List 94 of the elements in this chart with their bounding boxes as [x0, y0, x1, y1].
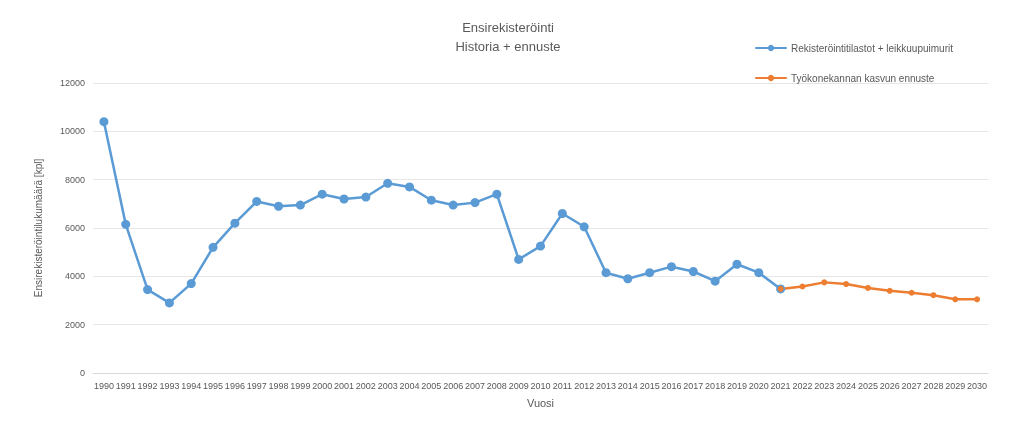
y-tick-label: 12000: [59, 78, 85, 88]
y-tick-label: 10000: [59, 126, 85, 137]
x-tick-label: 2013: [595, 380, 616, 391]
x-axis-title: Vuosi: [526, 396, 555, 409]
point: [974, 296, 981, 303]
point: [99, 117, 109, 127]
point: [492, 189, 502, 199]
x-tick-label: 2028: [923, 380, 944, 391]
y-tick-label: 8000: [64, 174, 85, 185]
y-tick-label: 4000: [64, 271, 85, 282]
point: [579, 222, 589, 232]
x-tick-label: 2022: [792, 380, 813, 391]
x-tick-label: 1999: [290, 380, 311, 391]
point: [426, 195, 436, 205]
point: [821, 279, 828, 286]
x-tick-label: 1997: [246, 380, 267, 391]
chart-subtitle: Historia + ennuste: [455, 39, 561, 54]
x-tick-label: 2004: [399, 380, 420, 391]
x-tick-label: 2018: [705, 380, 726, 391]
x-tick-label: 2016: [661, 380, 682, 391]
point: [317, 189, 327, 199]
point: [952, 296, 959, 303]
point: [361, 192, 371, 202]
x-tick-label: 2009: [508, 380, 529, 391]
x-tick-label: 2020: [748, 380, 769, 391]
y-axis-title: Ensirekisteröintilukumäärä [kpl]: [32, 158, 44, 298]
point: [843, 281, 850, 288]
point: [252, 196, 262, 206]
point: [230, 218, 240, 228]
point: [514, 254, 524, 264]
x-tick-label: 2019: [726, 380, 747, 391]
point: [295, 200, 305, 210]
point: [274, 201, 284, 211]
x-tick-label: 2007: [465, 380, 486, 391]
x-tick-label: 2015: [639, 380, 660, 391]
point: [908, 289, 915, 296]
x-tick-label: 2027: [901, 380, 922, 391]
legend-label: Rekisteröintitilastot + leikkuupuimurit: [790, 42, 954, 54]
x-tick-label: 1994: [181, 380, 202, 391]
x-tick-label: 2030: [967, 380, 988, 391]
x-tick-label: 2008: [486, 380, 507, 391]
point: [688, 267, 698, 276]
x-tick-label: 2006: [443, 380, 464, 391]
point: [405, 182, 415, 192]
chart-title: Ensirekisteröinti: [462, 20, 554, 35]
y-tick-label: 0: [79, 368, 85, 378]
point: [754, 268, 764, 278]
point: [448, 200, 458, 210]
x-tick-label: 2017: [683, 380, 704, 391]
point: [143, 285, 153, 295]
x-tick-label: 2005: [421, 380, 442, 391]
x-tick-label: 2002: [355, 380, 376, 391]
point: [864, 284, 871, 291]
point: [339, 194, 349, 204]
point: [886, 287, 893, 294]
x-tick-label: 2029: [945, 380, 966, 391]
x-tick-label: 2023: [814, 380, 835, 391]
point: [470, 198, 480, 208]
point: [710, 276, 720, 286]
point: [536, 241, 545, 251]
y-tick-label: 2000: [64, 319, 85, 330]
x-tick-label: 2000: [312, 380, 333, 391]
x-tick-label: 1991: [115, 380, 136, 391]
y-tick-label: 6000: [64, 223, 85, 233]
point: [645, 268, 655, 278]
x-tick-label: 2010: [530, 380, 551, 391]
x-tick-label: 1992: [137, 380, 158, 391]
x-tick-label: 1995: [203, 380, 224, 391]
point: [623, 274, 633, 284]
x-tick-label: 2021: [770, 380, 791, 391]
x-tick-label: 1996: [224, 380, 245, 391]
x-tick-label: 1990: [93, 380, 114, 391]
point: [930, 292, 937, 299]
point: [557, 209, 567, 218]
x-tick-label: 1993: [159, 380, 180, 391]
point: [383, 178, 393, 188]
point: [186, 279, 196, 289]
legend-label: Työkonekannan kasvun ennuste: [790, 72, 935, 84]
x-tick-label: 2014: [617, 380, 638, 391]
point: [732, 259, 742, 269]
x-tick-label: 1998: [268, 380, 289, 391]
x-tick-label: 2001: [334, 380, 355, 391]
x-tick-label: 2011: [552, 380, 573, 391]
x-tick-label: 2025: [857, 380, 878, 391]
x-tick-label: 2026: [879, 380, 900, 391]
point: [164, 298, 174, 308]
point: [799, 283, 806, 290]
point: [208, 242, 218, 252]
x-tick-label: 2003: [377, 380, 398, 391]
point: [601, 268, 611, 278]
point: [121, 219, 131, 229]
x-tick-label: 2012: [574, 380, 595, 391]
point: [666, 262, 676, 272]
x-tick-label: 2024: [836, 380, 857, 391]
